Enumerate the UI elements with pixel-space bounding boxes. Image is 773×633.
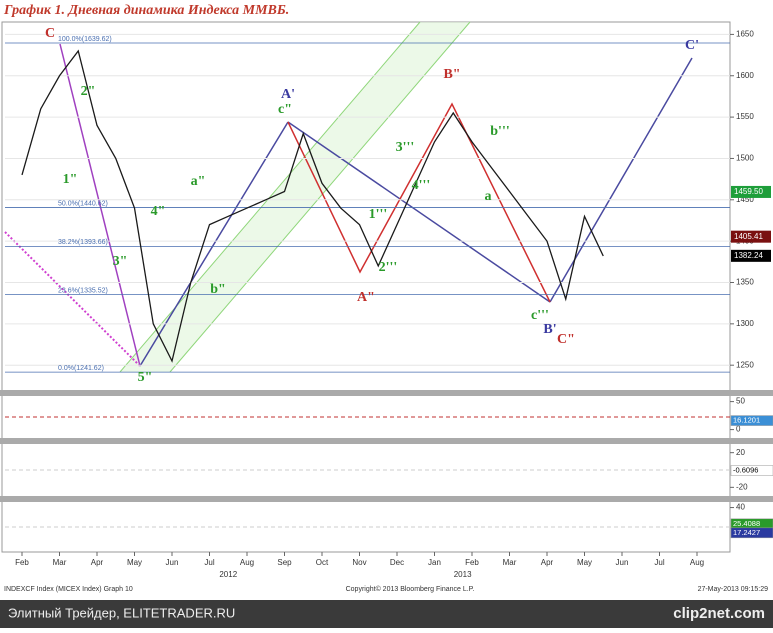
- y-tick-label: 1350: [736, 278, 754, 287]
- footer-right: 27-May-2013 09:15:29: [698, 586, 769, 593]
- y-tick-label: 1650: [736, 30, 754, 39]
- footer-left: INDEXCF Index (MICEX Index) Graph 10: [4, 586, 133, 593]
- wave-label: 3''': [396, 140, 415, 155]
- wave-line: [139, 121, 289, 367]
- price-tag: [731, 249, 771, 262]
- panel-tick-label: -20: [736, 482, 748, 491]
- x-tick-label: Dec: [390, 558, 404, 567]
- wave-label: 2''': [379, 260, 398, 275]
- year-label: 2012: [219, 570, 237, 579]
- wave-label: C': [685, 38, 699, 53]
- wave-label: C: [45, 26, 55, 41]
- x-tick-label: Apr: [91, 558, 104, 567]
- fib-label: 38.2%(1393.66): [58, 239, 108, 246]
- wave-label: C": [557, 332, 575, 347]
- wave-label: 5": [138, 370, 153, 385]
- x-tick-label: Jul: [204, 558, 214, 567]
- x-tick-label: Feb: [465, 558, 479, 567]
- price-tag-label: 1459.50: [734, 187, 763, 196]
- wave-label: c": [278, 102, 292, 117]
- y-tick-label: 1500: [736, 154, 754, 163]
- wave-line: [287, 121, 551, 303]
- x-tick-label: Jun: [616, 558, 629, 567]
- panel-tag-label: -0.6096: [733, 466, 758, 475]
- x-tick-label: Mar: [53, 558, 67, 567]
- y-tick-label: 1550: [736, 112, 754, 121]
- wave-label: A': [281, 87, 295, 102]
- wave-label: 1''': [369, 207, 388, 222]
- y-tick-label: 1600: [736, 71, 754, 80]
- wave-line: [59, 43, 141, 367]
- watermark-left: Элитный Трейдер, ELITETRADER.RU: [8, 605, 235, 620]
- x-tick-label: Mar: [503, 558, 517, 567]
- fib-label: 0.0%(1241.62): [58, 365, 104, 372]
- year-label: 2013: [454, 570, 472, 579]
- x-tick-label: Feb: [15, 558, 29, 567]
- x-tick-label: Jun: [166, 558, 179, 567]
- x-tick-label: Oct: [316, 558, 329, 567]
- x-tick-label: Aug: [240, 558, 254, 567]
- wave-label: b": [210, 282, 226, 297]
- wave-label: c''': [531, 308, 549, 323]
- panel-tick-label: 40: [736, 503, 745, 512]
- panel-tag: [730, 465, 773, 476]
- watermark-right: clip2net.com: [673, 605, 765, 622]
- y-tick-label: 1250: [736, 360, 754, 369]
- channel-line: [119, 21, 421, 373]
- fib-label: 23.6%(1335.52): [58, 287, 108, 294]
- wave-label: 4''': [412, 178, 431, 193]
- separator: [0, 438, 773, 444]
- watermark-bar: [0, 600, 773, 628]
- x-tick-label: Jul: [654, 558, 664, 567]
- y-tick-label: 1300: [736, 319, 754, 328]
- wave-line: [287, 102, 551, 303]
- wave-label: B": [443, 67, 460, 82]
- panel-tick-label: 50: [736, 397, 745, 406]
- x-tick-label: Aug: [690, 558, 704, 567]
- x-tick-label: Apr: [541, 558, 554, 567]
- channel: [120, 22, 470, 372]
- wave-label: b''': [490, 124, 509, 139]
- x-tick-label: May: [577, 558, 592, 567]
- panel-tag-label: 17.2427: [733, 528, 760, 537]
- price-tag: [731, 185, 771, 198]
- y-tick-label: 1450: [736, 195, 754, 204]
- panel-tag: [730, 415, 773, 426]
- channel-line: [169, 21, 471, 373]
- price-tag-label: 1382.24: [734, 251, 763, 260]
- panel-tag-label: 16.1201: [733, 416, 760, 425]
- x-tick-label: Jan: [428, 558, 441, 567]
- wave-label: 1": [63, 172, 78, 187]
- wave-label: B': [543, 322, 556, 337]
- separator: [0, 390, 773, 396]
- panel-tag-label: 25.4088: [733, 519, 760, 528]
- plot-frame: [1, 21, 731, 553]
- wave-label: 4": [151, 204, 166, 219]
- fib-label: 100.0%(1639.62): [58, 36, 112, 43]
- panel-tick-label: 20: [736, 448, 745, 457]
- panel-tick-label: 0: [736, 425, 741, 434]
- wave-label: A": [357, 290, 375, 305]
- x-tick-label: Nov: [352, 558, 366, 567]
- price-tag-label: 1405.41: [734, 232, 763, 241]
- footer-center: Copyright© 2013 Bloomberg Finance L.P.: [346, 585, 475, 593]
- fib-label: 50.0%(1440.62): [58, 200, 108, 207]
- chart-title: График 1. Дневная динамика Индекса ММВБ.: [3, 3, 289, 18]
- x-tick-label: Sep: [277, 558, 292, 567]
- wave-label: a": [191, 174, 206, 189]
- separator: [0, 496, 773, 502]
- panel-tag: [730, 527, 773, 539]
- wave-label: a: [485, 189, 492, 204]
- price-tag: [731, 230, 771, 243]
- wave-label: 2": [81, 84, 96, 99]
- wave-label: 3": [113, 254, 128, 269]
- price-line: [21, 49, 604, 363]
- x-tick-label: May: [127, 558, 142, 567]
